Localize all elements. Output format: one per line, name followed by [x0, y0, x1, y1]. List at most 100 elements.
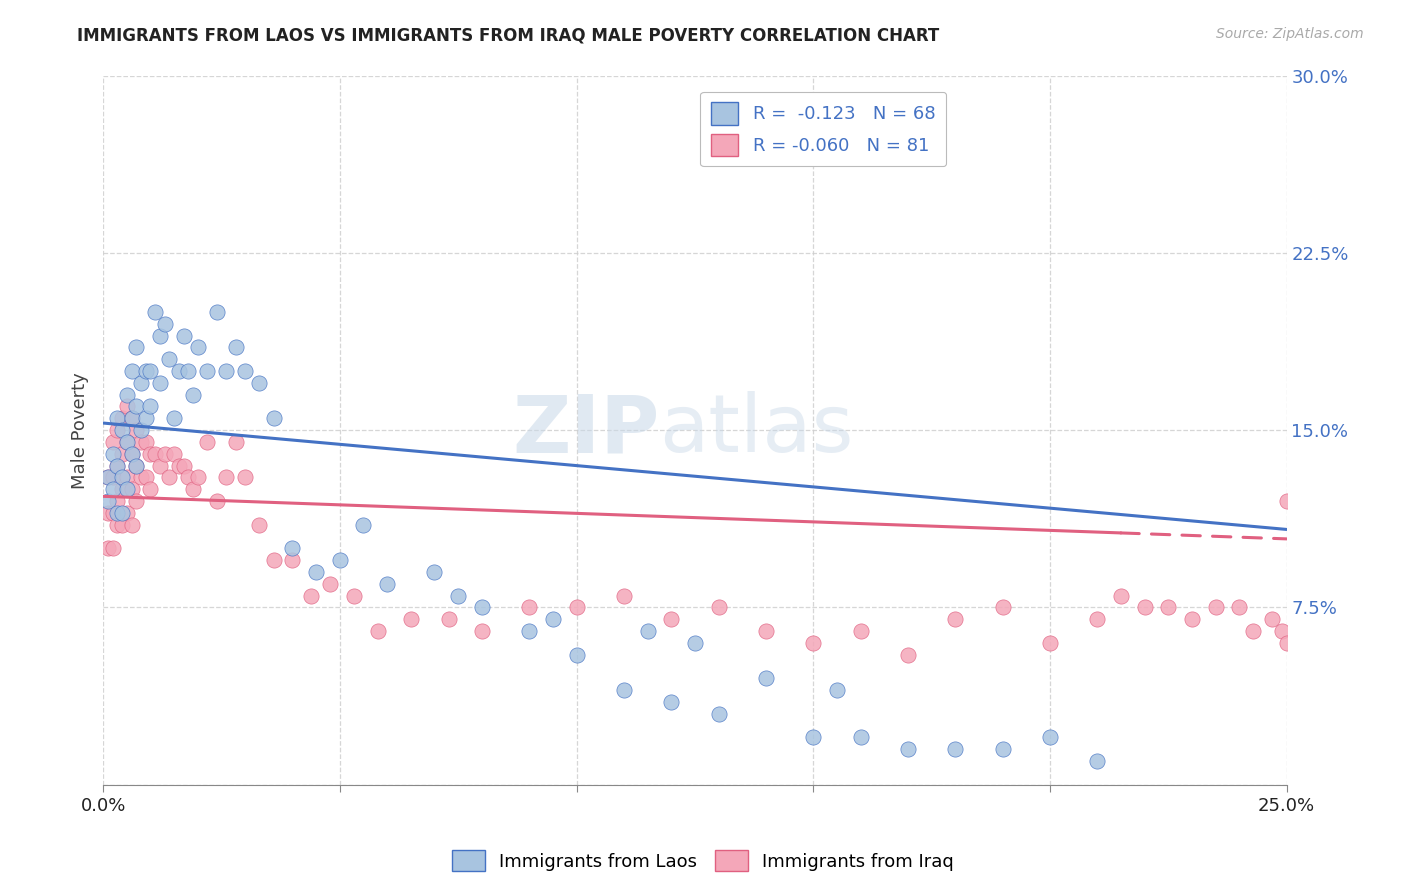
Point: [517, 624, 540, 638]
Point: [111, 517, 134, 532]
Point: [195, 364, 218, 378]
Point: [101, 447, 124, 461]
Point: [167, 364, 190, 378]
Point: [129, 376, 152, 390]
Point: [105, 506, 128, 520]
Point: [707, 600, 730, 615]
Point: [1275, 494, 1298, 508]
Point: [157, 470, 180, 484]
Point: [121, 517, 143, 532]
Point: [329, 553, 352, 567]
Point: [447, 589, 470, 603]
Point: [105, 494, 128, 508]
Point: [121, 482, 143, 496]
Point: [115, 387, 138, 401]
Point: [849, 731, 872, 745]
Point: [125, 494, 148, 508]
Point: [125, 400, 148, 414]
Point: [111, 506, 134, 520]
Point: [105, 517, 128, 532]
Point: [825, 683, 848, 698]
Point: [135, 470, 157, 484]
Point: [299, 589, 322, 603]
Point: [423, 565, 446, 579]
Point: [105, 411, 128, 425]
Point: [121, 447, 143, 461]
Point: [195, 434, 218, 449]
Point: [139, 482, 162, 496]
Point: [471, 624, 494, 638]
Point: [281, 541, 304, 556]
Point: [139, 400, 162, 414]
Point: [121, 447, 143, 461]
Point: [129, 434, 152, 449]
Point: [215, 364, 238, 378]
Point: [129, 470, 152, 484]
Point: [263, 411, 285, 425]
Point: [139, 447, 162, 461]
Point: [247, 517, 270, 532]
Point: [115, 482, 138, 496]
Point: [225, 434, 247, 449]
Point: [105, 423, 128, 437]
Point: [153, 317, 176, 331]
Point: [1227, 600, 1250, 615]
Point: [1157, 600, 1180, 615]
Point: [187, 340, 209, 354]
Point: [177, 470, 200, 484]
Point: [173, 458, 195, 473]
Point: [205, 305, 228, 319]
Y-axis label: Male Poverty: Male Poverty: [72, 372, 89, 489]
Point: [149, 458, 172, 473]
Point: [471, 600, 494, 615]
Point: [153, 447, 176, 461]
Point: [187, 470, 209, 484]
Point: [755, 624, 778, 638]
Point: [683, 636, 706, 650]
Point: [177, 364, 200, 378]
Point: [801, 731, 824, 745]
Point: [991, 600, 1014, 615]
Point: [97, 541, 120, 556]
Point: [173, 328, 195, 343]
Point: [897, 648, 920, 662]
Point: [1039, 731, 1062, 745]
Point: [111, 447, 134, 461]
Point: [565, 648, 588, 662]
Point: [215, 470, 238, 484]
Point: [801, 636, 824, 650]
Point: [149, 328, 172, 343]
Point: [437, 612, 460, 626]
Point: [115, 434, 138, 449]
Point: [943, 612, 966, 626]
Point: [167, 458, 190, 473]
Point: [97, 470, 120, 484]
Point: [897, 742, 920, 756]
Point: [707, 706, 730, 721]
Point: [129, 423, 152, 437]
Point: [1085, 612, 1108, 626]
Point: [659, 612, 682, 626]
Point: [1205, 600, 1227, 615]
Point: [755, 672, 778, 686]
Point: [135, 411, 157, 425]
Text: IMMIGRANTS FROM LAOS VS IMMIGRANTS FROM IRAQ MALE POVERTY CORRELATION CHART: IMMIGRANTS FROM LAOS VS IMMIGRANTS FROM …: [77, 27, 939, 45]
Text: Source: ZipAtlas.com: Source: ZipAtlas.com: [1216, 27, 1364, 41]
Point: [637, 624, 659, 638]
Point: [163, 447, 186, 461]
Point: [367, 624, 389, 638]
Point: [1181, 612, 1204, 626]
Point: [157, 352, 180, 367]
Point: [1085, 754, 1108, 768]
Point: [991, 742, 1014, 756]
Point: [125, 458, 148, 473]
Point: [343, 589, 366, 603]
Point: [125, 458, 148, 473]
Point: [135, 434, 157, 449]
Point: [541, 612, 564, 626]
Point: [163, 411, 186, 425]
Point: [97, 470, 120, 484]
Point: [205, 494, 228, 508]
Point: [319, 576, 342, 591]
Point: [1039, 636, 1062, 650]
